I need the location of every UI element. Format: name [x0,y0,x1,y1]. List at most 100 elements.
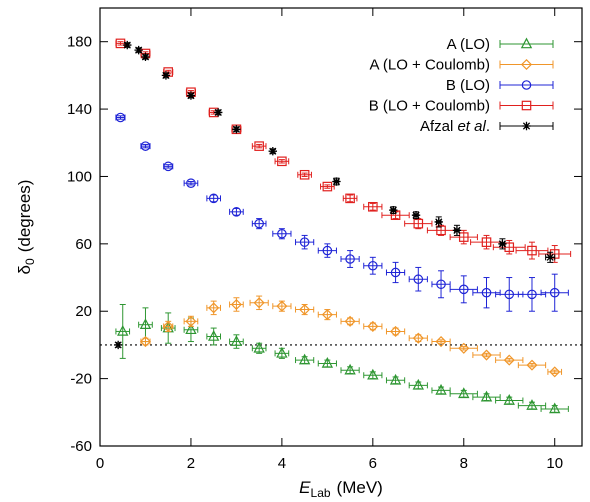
data-point [470,234,503,250]
data-point [163,67,174,77]
x-axis-label-unit: (MeV) [337,478,383,497]
data-point [540,273,569,312]
legend-label: B (LO + Coulomb) [369,98,490,115]
legend: A (LO) A (LO + Coulomb) B (LO) B (LO + Coul… [369,36,554,135]
point-marker [186,91,196,100]
point-marker [214,108,223,117]
data-point [320,181,335,192]
point-marker [140,141,151,151]
data-point [251,218,267,230]
point-marker [549,366,561,378]
data-point [251,141,267,151]
data-point [332,177,341,186]
data-point [498,238,507,250]
data-point [140,141,151,151]
data-point [317,309,337,321]
data-point [408,332,428,344]
data-point [232,125,241,134]
data-point [272,228,292,240]
data-point [389,205,398,215]
point-marker [498,239,507,249]
data-point [517,399,547,410]
point-marker [367,368,379,380]
y-axis-label-sub: 0 [23,258,37,265]
x-tick-label: 6 [369,455,377,472]
point-marker [208,302,220,314]
data-point [449,229,478,245]
data-point [363,368,383,380]
point-marker [113,340,123,350]
point-marker [480,349,493,361]
data-point [183,315,199,327]
y-tick-label: 100 [67,168,92,185]
data-point [206,193,221,204]
data-point [340,315,360,327]
data-point [113,340,123,350]
data-point [274,156,290,167]
data-point [295,353,315,365]
point-marker [161,71,171,80]
data-point [229,207,244,217]
point-marker [549,287,560,298]
point-marker [253,297,265,309]
data-point [408,266,428,292]
y-axis-label-main: δ [15,265,34,274]
series-2 [139,295,563,378]
y-tick-label: 140 [67,101,92,118]
data-point [381,210,410,221]
point-marker [458,342,470,354]
data-point [363,256,383,275]
point-marker [277,156,287,167]
y-tick-label: 180 [67,34,92,51]
point-marker [412,332,424,344]
point-marker [481,287,492,298]
legend-entry-3: B (LO) [446,77,554,94]
data-point [229,334,244,349]
point-marker [123,40,132,50]
data-point [515,241,549,260]
legend-entry-4: B (LO + Coulomb) [369,98,554,115]
data-point [214,108,223,117]
data-point [385,261,406,284]
data-point [141,52,150,62]
point-marker [458,387,470,399]
plot-frame [99,7,583,447]
series-5 [113,40,556,350]
point-marker [115,112,126,123]
point-marker [549,402,561,414]
data-point [317,243,337,258]
point-marker [322,181,333,192]
point-marker [185,315,197,327]
data-point [495,354,524,366]
data-point [385,373,406,385]
axis-ticks: 0 2 4 6 8 10 -60 -20 20 60 100 140 180 [67,8,582,472]
data-point [295,234,315,250]
legend-marker [521,100,532,111]
y-tick-label: -20 [70,371,92,388]
series-4 [115,38,572,263]
data-point [268,146,277,156]
data-point [115,112,126,123]
legend-marker [520,58,533,71]
point-marker [231,207,242,217]
point-marker [413,218,424,229]
point-marker [117,324,129,336]
point-marker [163,161,174,172]
series-3 [115,112,569,312]
plot-area [113,38,572,414]
x-tick-label: 0 [96,455,104,472]
point-marker [277,228,287,239]
data-point [274,346,290,359]
point-marker [299,169,310,180]
legend-label-part: et al [457,118,486,135]
data-point [295,303,315,316]
legend-label: B (LO) [446,77,490,94]
legend-entry-5: Afzal et al. [420,118,554,135]
data-point [452,224,462,236]
point-marker [435,336,447,348]
point-marker [435,383,447,395]
data-point [449,275,478,304]
point-marker [163,67,174,77]
point-marker [480,390,493,402]
point-marker [412,378,424,390]
